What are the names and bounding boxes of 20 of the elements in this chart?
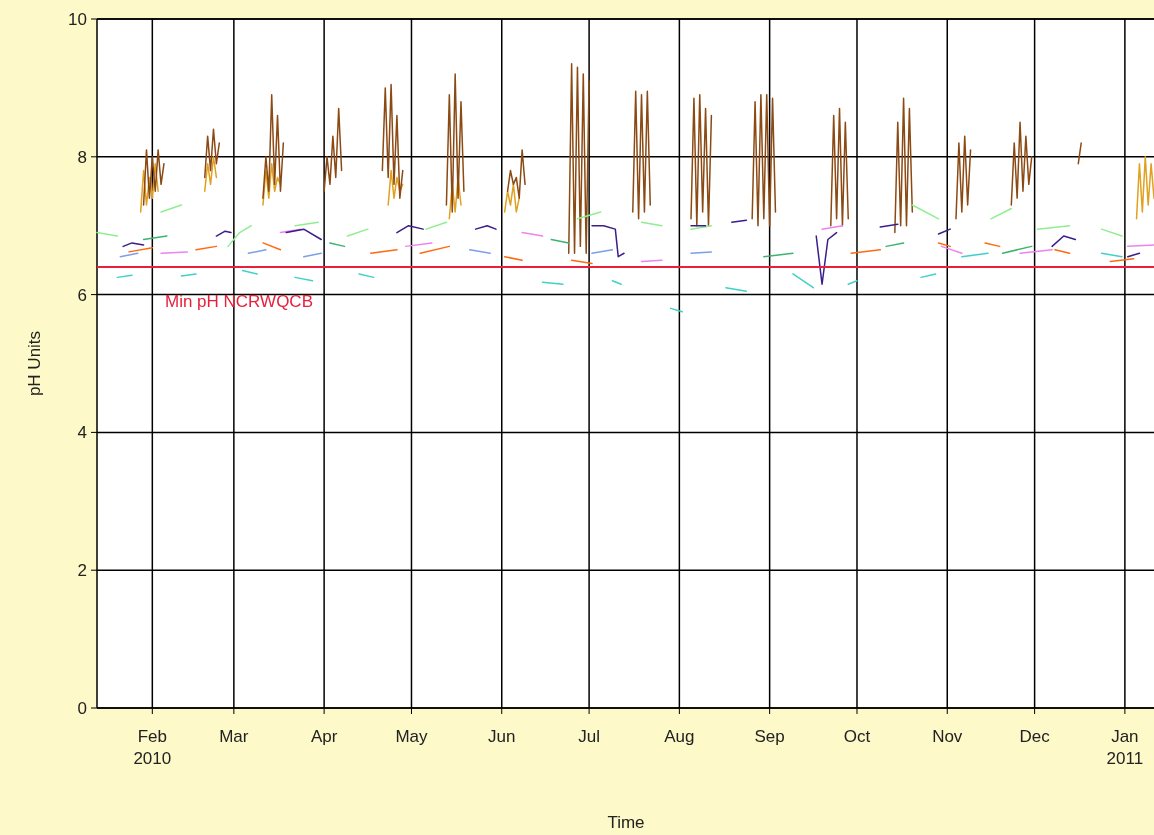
y-tick-label: 4 [77, 423, 87, 443]
x-tick-label: Jan 2011 [1106, 727, 1144, 768]
x-tick-label: Dec [1019, 727, 1051, 746]
y-axis-title: pH Units [25, 330, 44, 397]
x-tick-label: Jun [488, 727, 516, 746]
x-tick-label: Nov [932, 727, 963, 746]
x-tick-label: Apr [310, 727, 338, 746]
x-tick-label: May [395, 727, 429, 746]
y-tick-label: 8 [77, 147, 87, 167]
x-tick-label: Mar [219, 727, 249, 746]
y-tick-label: 2 [77, 561, 87, 581]
y-tick-label: 0 [77, 698, 87, 718]
x-tick-label: Feb 2010 [133, 727, 172, 768]
x-tick-label: Jul [578, 727, 600, 746]
x-tick-label: Oct [843, 727, 871, 746]
x-tick-label: Aug [664, 727, 695, 746]
x-axis-title: Time [607, 813, 645, 832]
y-tick-label: 6 [77, 285, 87, 305]
x-tick-label: Sep [754, 727, 785, 746]
y-tick-label: 10 [68, 9, 87, 29]
